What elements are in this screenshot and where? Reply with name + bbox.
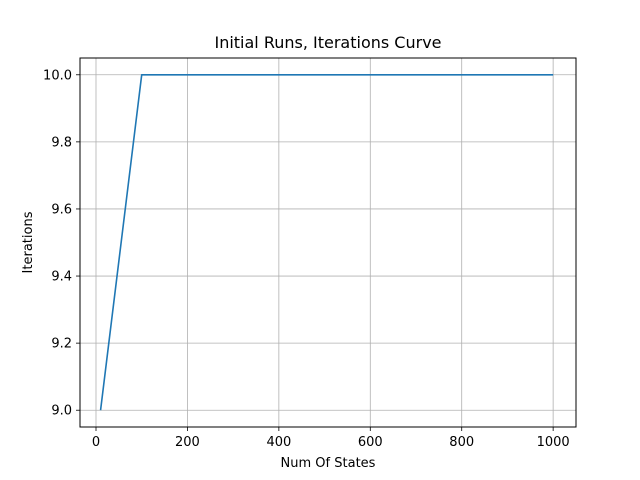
plot-frame — [79, 57, 577, 428]
chart-title: Initial Runs, Iterations Curve — [214, 33, 441, 52]
x-tick-label: 0 — [92, 435, 100, 450]
series-line — [99, 73, 554, 411]
series-layer — [99, 73, 554, 411]
x-tick-label: 600 — [358, 435, 383, 450]
x-axis-label: Num Of States — [281, 456, 376, 471]
y-tick-label: 9.2 — [51, 337, 72, 352]
x-tick-label: 1000 — [537, 435, 570, 450]
x-tick-label: 400 — [266, 435, 291, 450]
grid — [80, 58, 576, 427]
ticks: 0 200 400 600 800 1000 9.0 9.2 9.4 9.6 9.8 10.0 — [43, 68, 570, 450]
x-tick-label: 200 — [175, 435, 200, 450]
y-tick-label: 9.4 — [51, 270, 72, 285]
y-tick-label: 9.0 — [51, 404, 72, 419]
y-axis-label: Iterations — [21, 211, 36, 273]
y-tick-label: 10.0 — [43, 68, 72, 83]
y-tick-label: 9.6 — [51, 202, 72, 217]
x-tick-label: 800 — [449, 435, 474, 450]
y-tick-label: 9.8 — [51, 135, 72, 150]
